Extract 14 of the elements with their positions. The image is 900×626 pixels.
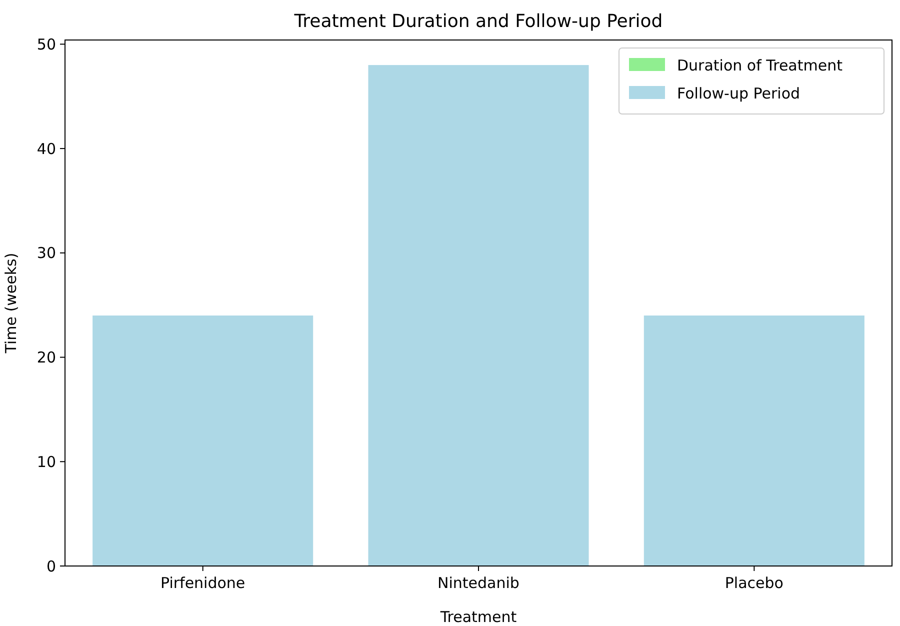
y-tick-label: 0: [46, 557, 56, 576]
chart-title: Treatment Duration and Follow-up Period: [293, 11, 663, 32]
y-tick-label: 50: [36, 35, 56, 54]
legend-label: Duration of Treatment: [677, 56, 843, 74]
x-tick-label: Nintedanib: [438, 574, 520, 592]
legend-label: Follow-up Period: [677, 84, 800, 102]
y-axis-title: Time (weeks): [2, 252, 20, 354]
x-axis-title: Treatment: [439, 608, 517, 626]
x-tick-label: Pirfenidone: [160, 574, 246, 592]
y-tick-label: 10: [36, 452, 56, 471]
y-tick-label: 40: [36, 140, 56, 158]
y-tick-label: 30: [36, 244, 56, 262]
x-tick-label: Placebo: [724, 574, 784, 592]
y-tick-label: 20: [36, 348, 56, 367]
